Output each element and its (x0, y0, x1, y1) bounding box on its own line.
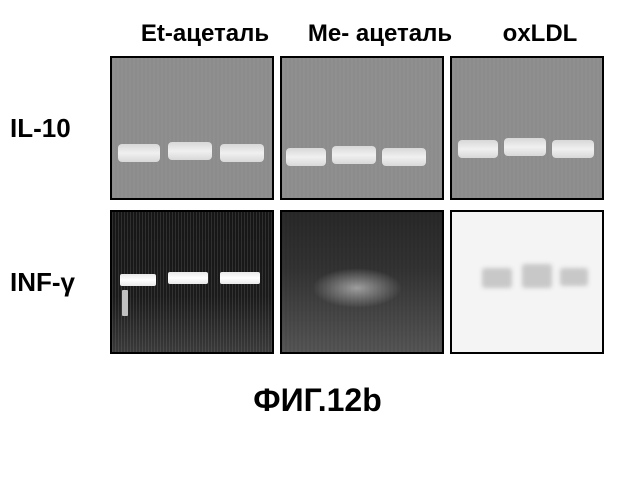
gel-faint-spot (482, 268, 512, 288)
gel-panel-infg-et (110, 210, 274, 354)
gel-faint-spot (522, 264, 552, 288)
col-header-me-acetal: Ме- ацеталь (290, 20, 470, 48)
row-infg: INF-γ (10, 210, 625, 354)
gel-band (168, 272, 208, 284)
gel-band (552, 140, 594, 158)
gel-faint-spot (560, 268, 588, 286)
gel-band (286, 148, 326, 166)
gel-band (382, 148, 426, 166)
gel-panel-infg-oxldl (450, 210, 604, 354)
gel-panel-infg-me (280, 210, 444, 354)
col-header-oxldl: oxLDL (470, 20, 610, 48)
gel-smudge (312, 268, 402, 308)
gel-band (458, 140, 498, 158)
col-header-et-acetal: Et-ацеталь (120, 20, 290, 48)
gel-band (504, 138, 546, 156)
gel-band (168, 142, 212, 160)
gel-band-sub (122, 290, 128, 316)
column-headers: Et-ацеталь Ме- ацеталь oxLDL (120, 20, 625, 48)
gel-panel-il10-et (110, 56, 274, 200)
figure-12b: Et-ацеталь Ме- ацеталь oxLDL IL-10 IN (10, 20, 625, 419)
gel-grid-infg (110, 210, 604, 354)
gel-band (120, 274, 156, 286)
gel-panel-il10-me (280, 56, 444, 200)
row-label-il10: IL-10 (10, 113, 110, 144)
gel-grid-il10 (110, 56, 604, 200)
gel-panel-il10-oxldl (450, 56, 604, 200)
gel-band (220, 144, 264, 162)
gel-band (332, 146, 376, 164)
figure-caption: ФИГ.12b (10, 382, 625, 419)
gel-band (220, 272, 260, 284)
row-label-infg: INF-γ (10, 267, 110, 298)
gel-band (118, 144, 160, 162)
row-il10: IL-10 (10, 56, 625, 200)
